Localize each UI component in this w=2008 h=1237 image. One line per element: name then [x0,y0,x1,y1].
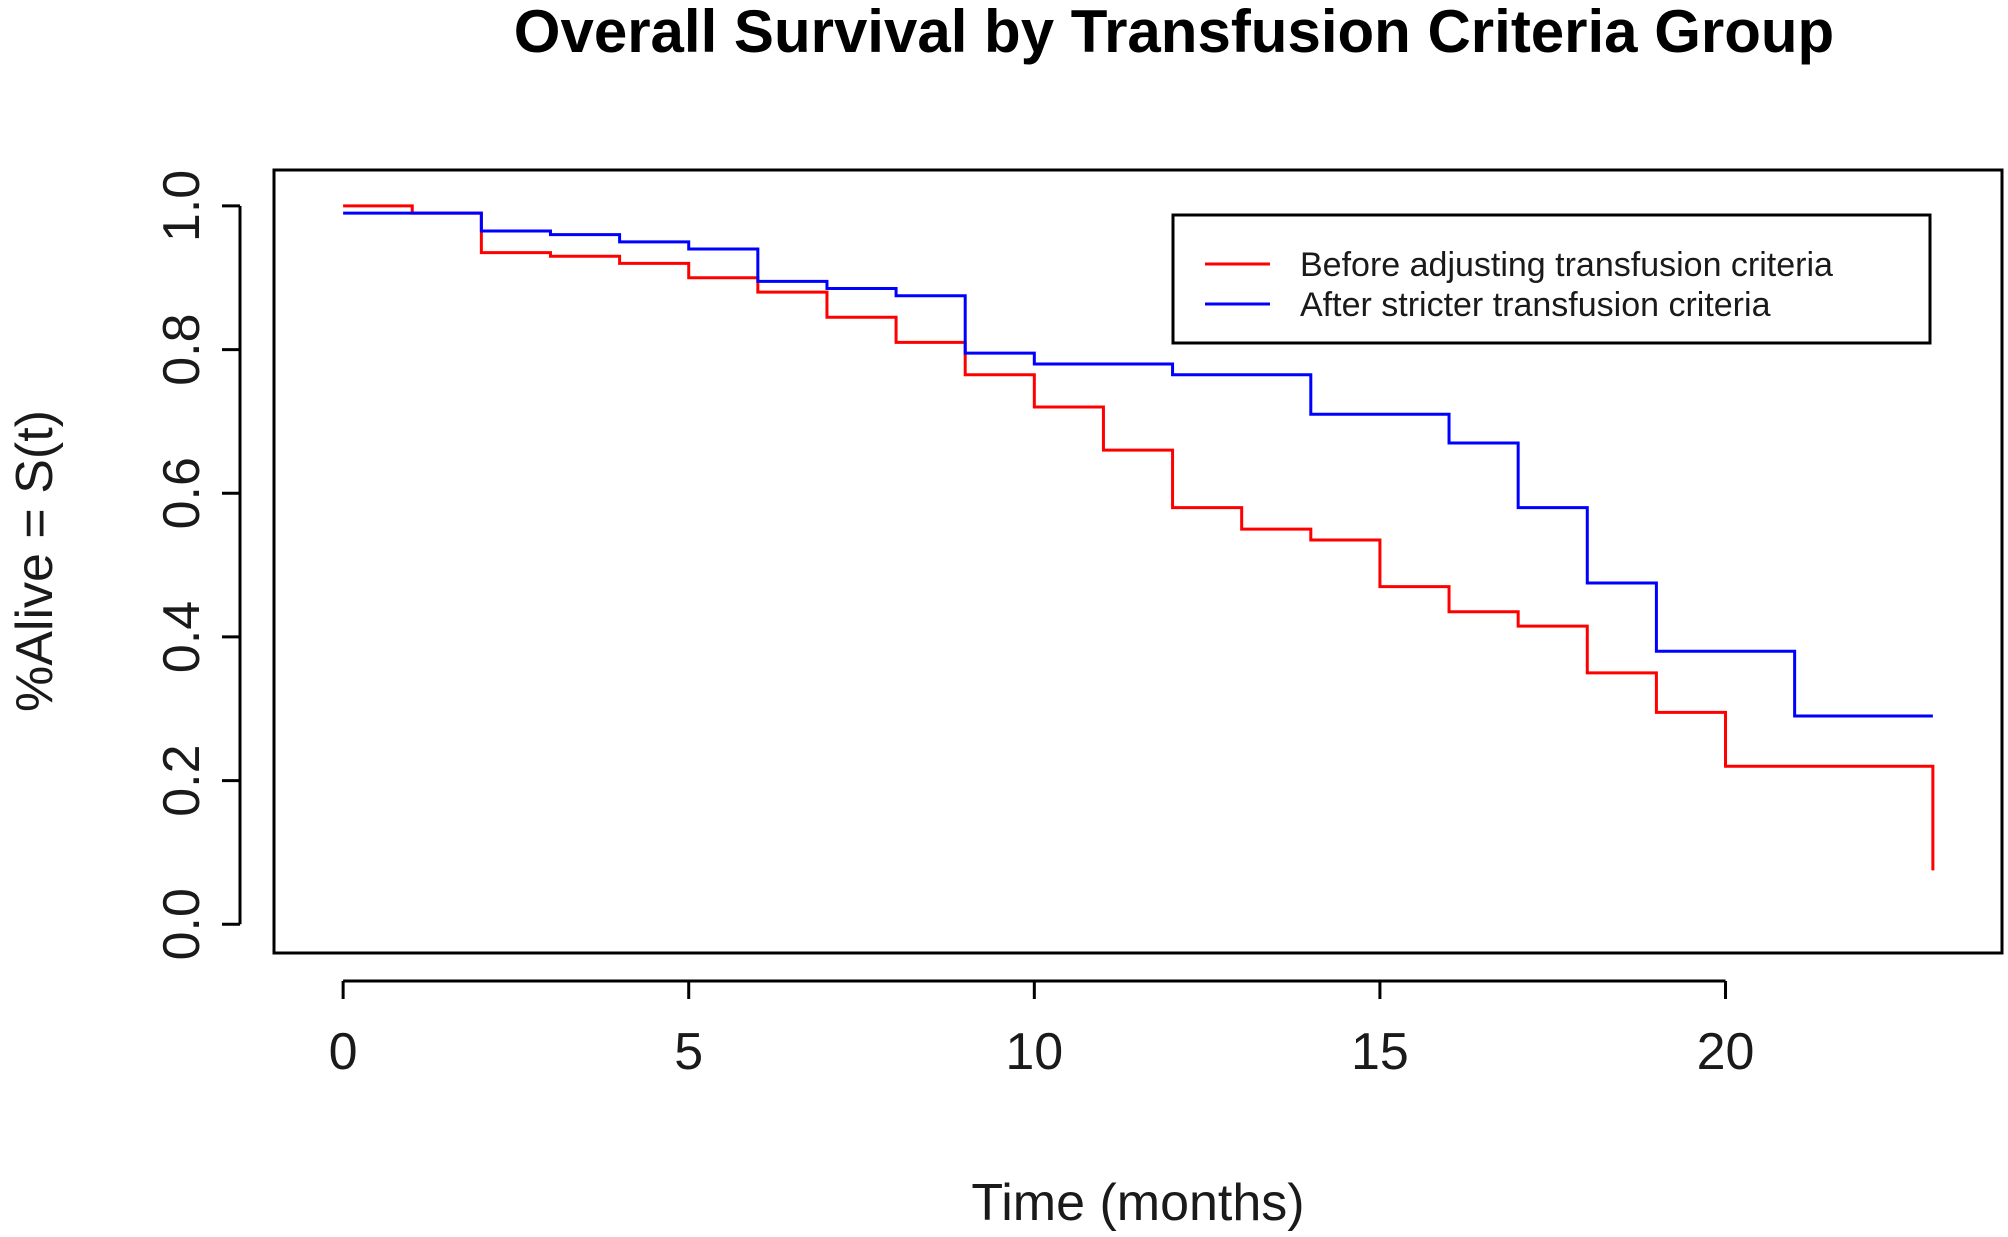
x-tick-label-1: 5 [674,1023,703,1081]
x-tick-label-2: 10 [1005,1023,1063,1081]
y-tick-label-0: 0.0 [153,888,211,960]
y-tick-label-2: 0.4 [153,601,211,673]
y-tick-label-3: 0.6 [153,457,211,529]
legend-label-after: After stricter transfusion criteria [1300,286,1771,324]
legend-box [1171,213,1932,345]
x-axis: 0 5 10 15 20 [329,979,1755,1081]
x-tick-label-3: 15 [1351,1023,1409,1081]
chart-title: Overall Survival by Transfusion Criteria… [514,0,1834,65]
y-tick-label-1: 0.2 [153,744,211,816]
series-after-line [343,211,1933,718]
y-tick-label-4: 0.8 [153,313,211,385]
y-axis: 0.0 0.2 0.4 0.6 0.8 1.0 [153,170,242,960]
x-axis-label: Time (months) [971,1174,1304,1232]
y-axis-label: %Alive = S(t) [6,410,64,712]
plot-frame [272,168,2004,955]
y-tick-label-5: 1.0 [153,170,211,242]
legend-label-before: Before adjusting transfusion criteria [1300,246,1833,284]
legend: Before adjusting transfusion criteria Af… [1171,213,1932,345]
series-before-line [343,204,1935,871]
series-layer [343,204,1935,871]
x-tick-label-0: 0 [329,1023,358,1081]
x-tick-label-4: 20 [1697,1023,1755,1081]
